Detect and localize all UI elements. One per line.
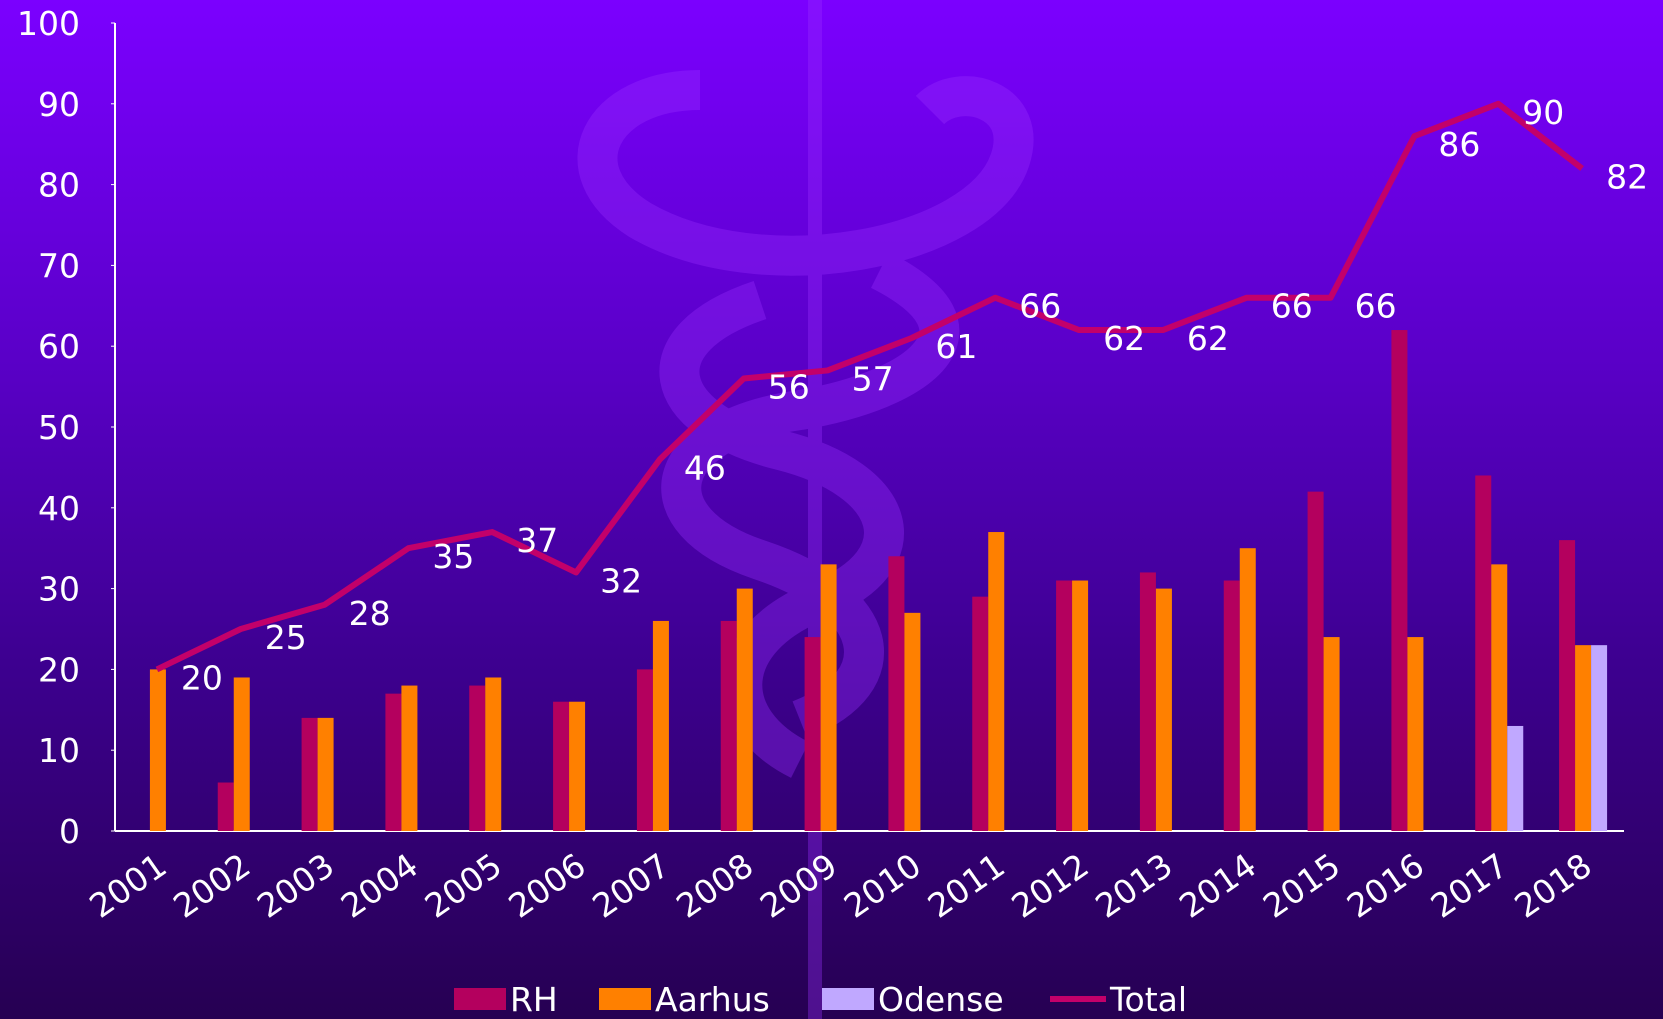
data-label: 82 — [1606, 157, 1648, 196]
bar — [1156, 589, 1172, 831]
data-label: 66 — [1019, 287, 1061, 326]
x-tick-label: 2014 — [1172, 846, 1263, 926]
x-tick-label: 2018 — [1508, 846, 1599, 926]
bar — [385, 694, 401, 831]
y-tick-label: 100 — [17, 4, 80, 43]
legend-label: Total — [1109, 980, 1187, 1019]
y-tick-label: 40 — [38, 489, 80, 528]
bar — [553, 702, 569, 831]
x-tick-label: 2001 — [82, 846, 173, 926]
data-label: 25 — [265, 618, 307, 657]
data-label: 62 — [1187, 319, 1229, 358]
x-tick-label: 2005 — [418, 846, 509, 926]
bar — [888, 556, 904, 831]
bar — [821, 564, 837, 831]
x-tick-label: 2003 — [250, 846, 341, 926]
bar — [1407, 637, 1423, 831]
legend-label: Aarhus — [655, 980, 770, 1019]
bar — [150, 669, 166, 831]
bar — [721, 621, 737, 831]
legend-label: RH — [510, 980, 558, 1019]
chart: 0102030405060708090100200120022003200420… — [0, 0, 1663, 1019]
page: 0102030405060708090100200120022003200420… — [0, 0, 1663, 1019]
x-tick-label: 2017 — [1424, 846, 1515, 926]
y-tick-label: 20 — [38, 650, 80, 689]
x-tick-label: 2010 — [837, 846, 928, 926]
data-label: 57 — [852, 359, 894, 398]
y-tick-label: 50 — [38, 408, 80, 447]
data-label: 61 — [935, 327, 977, 366]
y-tick-label: 70 — [38, 246, 80, 285]
y-tick-label: 30 — [38, 570, 80, 609]
bar — [1072, 581, 1088, 831]
bar — [904, 613, 920, 831]
legend-label: Odense — [878, 980, 1004, 1019]
y-tick-label: 10 — [38, 731, 80, 770]
bar — [401, 686, 417, 831]
x-tick-label: 2012 — [1005, 846, 1096, 926]
bar — [1224, 581, 1240, 831]
data-label: 37 — [516, 521, 558, 560]
x-tick-label: 2004 — [334, 846, 425, 926]
bar — [218, 783, 234, 831]
y-tick-label: 80 — [38, 166, 80, 205]
bar — [805, 637, 821, 831]
bar — [1308, 492, 1324, 831]
bar — [988, 532, 1004, 831]
x-tick-label: 2009 — [753, 846, 844, 926]
legend-swatch — [454, 988, 506, 1010]
bar — [737, 589, 753, 831]
data-label: 90 — [1522, 93, 1564, 132]
bar — [1056, 581, 1072, 831]
x-tick-label: 2007 — [585, 846, 676, 926]
bar — [302, 718, 318, 831]
y-tick-label: 60 — [38, 327, 80, 366]
data-label: 28 — [349, 594, 391, 633]
data-label: 66 — [1355, 287, 1397, 326]
bar — [1575, 645, 1591, 831]
bar — [972, 597, 988, 831]
bar — [485, 677, 501, 831]
bar — [234, 677, 250, 831]
data-label: 86 — [1438, 125, 1480, 164]
y-tick-label: 0 — [59, 812, 80, 851]
x-tick-label: 2006 — [502, 846, 593, 926]
legend-swatch — [599, 988, 651, 1010]
x-tick-label: 2015 — [1256, 846, 1347, 926]
bar — [1240, 548, 1256, 831]
legend-swatch — [822, 988, 874, 1010]
bar — [653, 621, 669, 831]
bar — [1491, 564, 1507, 831]
bar — [569, 702, 585, 831]
x-tick-label: 2013 — [1088, 846, 1179, 926]
bar — [637, 669, 653, 831]
data-label: 32 — [600, 561, 642, 600]
bar — [1140, 572, 1156, 831]
bar — [1591, 645, 1607, 831]
bar — [1324, 637, 1340, 831]
x-tick-label: 2016 — [1340, 846, 1431, 926]
y-tick-label: 90 — [38, 85, 80, 124]
data-label: 35 — [432, 537, 474, 576]
x-tick-label: 2008 — [669, 846, 760, 926]
x-tick-label: 2011 — [921, 846, 1012, 926]
data-label: 56 — [768, 368, 810, 407]
bar — [1391, 330, 1407, 831]
bar — [469, 686, 485, 831]
data-label: 66 — [1271, 287, 1313, 326]
bar — [1475, 475, 1491, 831]
bar — [318, 718, 334, 831]
data-label: 62 — [1103, 319, 1145, 358]
data-label: 46 — [684, 448, 726, 487]
x-tick-label: 2002 — [166, 846, 257, 926]
bar — [1507, 726, 1523, 831]
bar — [1559, 540, 1575, 831]
data-label: 20 — [181, 658, 223, 697]
